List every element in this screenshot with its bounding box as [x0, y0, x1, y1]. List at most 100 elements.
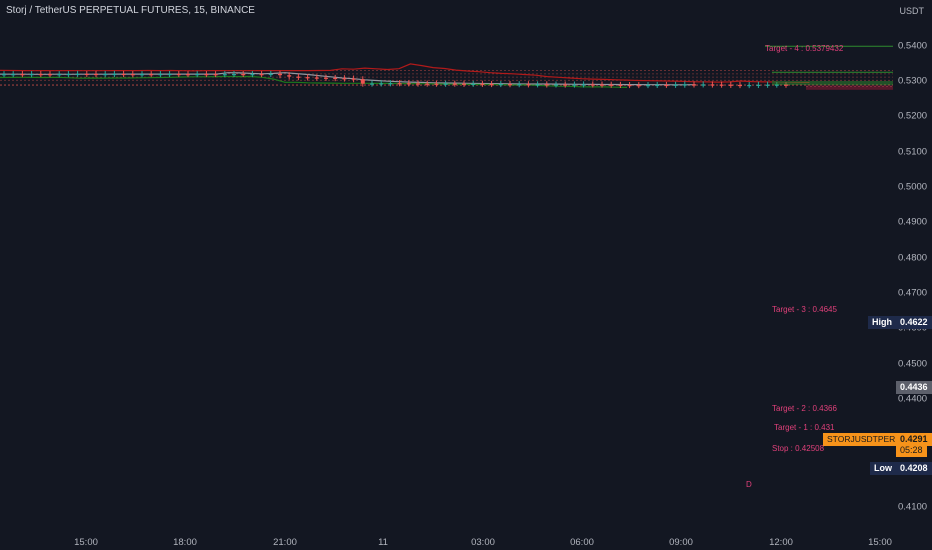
y-tick: 0.4900: [898, 216, 928, 228]
candle-body: [673, 84, 678, 86]
candle-body: [232, 74, 236, 76]
candle-body: [682, 84, 687, 86]
candle-body: [535, 84, 540, 86]
x-tick: 21:00: [273, 537, 297, 548]
countdown-timer: 05:28: [896, 444, 927, 457]
candle-body: [728, 84, 733, 86]
candle-body: [563, 84, 568, 86]
y-tick: 0.4100: [898, 501, 928, 513]
candle-body: [498, 84, 503, 86]
y-tick: 0.4500: [898, 358, 928, 370]
candle-body: [379, 83, 384, 85]
candle-body: [186, 74, 190, 76]
x-tick: 12:00: [769, 537, 793, 548]
candle-body: [572, 84, 577, 86]
candle-body: [140, 74, 144, 76]
y-tick: 0.5100: [898, 146, 928, 157]
candle-body: [701, 84, 706, 86]
target-4-label: Target - 4 : 0.5379432: [765, 44, 844, 53]
candle-body: [11, 74, 16, 76]
y-tick: 0.5300: [898, 75, 928, 87]
indicator-line-upper-band: [0, 63, 810, 83]
low-value: 0.4208: [896, 462, 932, 475]
x-tick: 15:00: [74, 537, 98, 548]
candle-body: [149, 74, 154, 76]
candle-body: [471, 83, 476, 85]
candle-body: [287, 75, 292, 77]
candle-body: [544, 84, 549, 86]
candle-body: [756, 84, 761, 87]
candle-body: [517, 84, 522, 86]
candle-body: [195, 74, 200, 76]
candle-body: [765, 84, 770, 86]
candle-body: [305, 77, 310, 79]
candle-body: [747, 85, 752, 87]
candle-body: [84, 73, 89, 76]
candle-body: [204, 74, 209, 76]
candle-body: [452, 83, 457, 85]
candle-body: [664, 84, 669, 87]
target-2-label: Target - 2 : 0.4366: [772, 404, 837, 413]
candle-body: [94, 73, 98, 76]
y-tick: 0.4700: [898, 287, 928, 299]
x-tick: 15:00: [868, 537, 892, 548]
symbol-tag: STORJUSDTPERP: [823, 433, 905, 446]
candle-body: [388, 83, 393, 85]
x-tick: 09:00: [669, 537, 693, 548]
candle-body: [57, 74, 62, 76]
candle-body: [784, 84, 788, 86]
candle-body: [103, 73, 108, 76]
y-tick: 0.5400: [898, 40, 928, 51]
candle-body: [425, 83, 430, 85]
candle-body: [692, 84, 696, 86]
target-1-label: Target - 1 : 0.431: [774, 423, 835, 432]
candle-body: [250, 74, 255, 76]
y-tick: 0.5000: [898, 181, 928, 193]
x-tick: 06:00: [570, 537, 594, 548]
candle-body: [600, 84, 604, 86]
candle-body: [38, 74, 43, 76]
candle-body: [351, 78, 356, 80]
candle-body: [489, 83, 494, 86]
candle-body: [397, 83, 402, 85]
indicator-line-lower-band: [0, 75, 628, 88]
candle-body: [581, 84, 586, 86]
x-tick: 11: [378, 537, 388, 548]
level-value: 0.4436: [896, 381, 932, 394]
candle-body: [526, 84, 531, 86]
candle-body: [719, 84, 724, 86]
candle-body: [774, 84, 779, 86]
candle-body: [29, 74, 34, 76]
candle-body: [342, 78, 347, 80]
x-tick: 03:00: [471, 537, 495, 548]
candle-body: [66, 73, 71, 76]
candle-body: [296, 76, 301, 78]
currency-unit: USDT: [899, 6, 925, 16]
candle-body: [241, 74, 246, 76]
candles: [2, 70, 788, 89]
chart-title: Storj / TetherUS PERPETUAL FUTURES, 15, …: [6, 5, 255, 16]
candle-body: [434, 83, 439, 85]
candle-body: [158, 74, 163, 76]
candle-body: [406, 83, 411, 85]
candle-body: [213, 74, 218, 76]
x-tick: 18:00: [173, 537, 197, 548]
candle-body: [259, 74, 264, 76]
candle-body: [324, 77, 328, 79]
candle-body: [646, 85, 650, 87]
candle-body: [48, 74, 52, 76]
candle-body: [360, 79, 365, 84]
candle-body: [222, 74, 227, 76]
indicator-lines: [0, 63, 810, 88]
candle-body: [710, 84, 715, 86]
candle-body: [554, 84, 558, 86]
high-label: High: [868, 316, 896, 329]
candle-body: [636, 85, 641, 87]
d-marker: D: [746, 480, 752, 489]
candle-body: [167, 73, 172, 76]
last-price: 0.4291: [896, 433, 932, 446]
candle-body: [655, 84, 660, 87]
candle-body: [618, 84, 623, 87]
y-tick: 0.5200: [898, 110, 928, 122]
